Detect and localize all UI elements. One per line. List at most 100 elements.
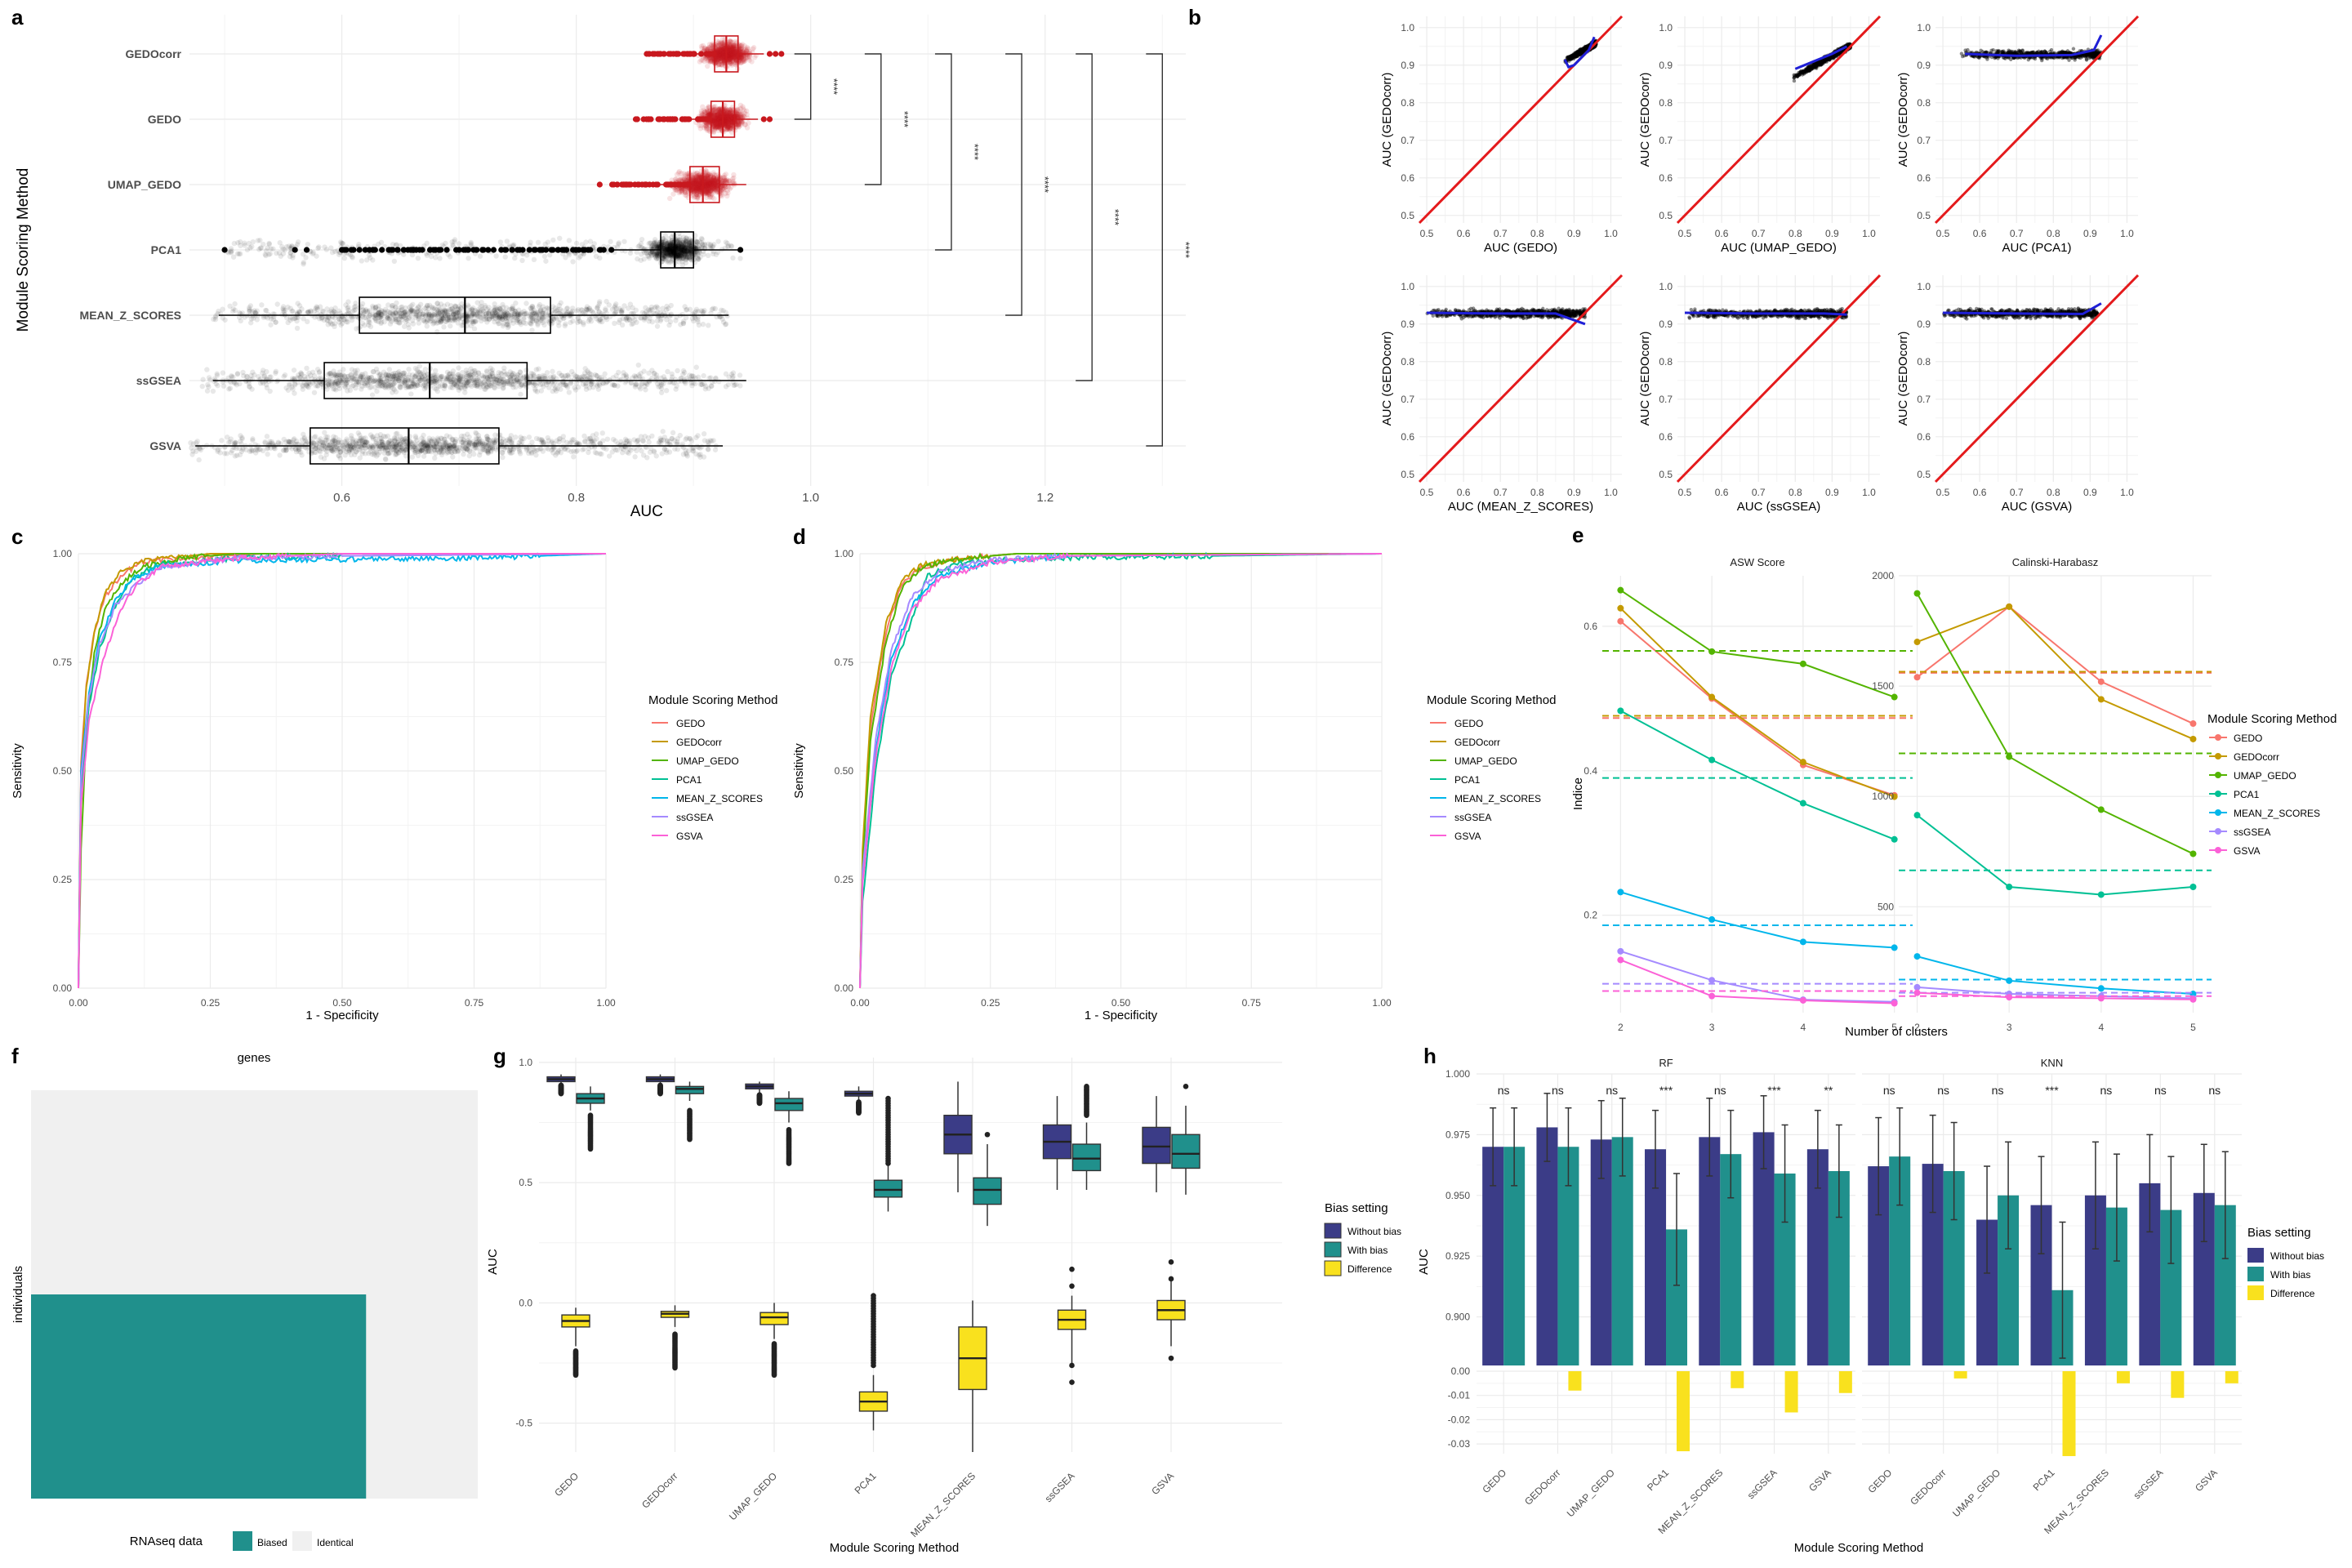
a-jitter-point [415, 256, 421, 261]
a-jitter-point [266, 240, 272, 247]
a-jitter-point [634, 319, 639, 325]
a-jitter-point [359, 301, 366, 307]
a-jitter-point [612, 320, 617, 327]
a-jitter-point [717, 51, 723, 57]
a-jitter-point [314, 253, 319, 259]
a-jitter-point [719, 56, 725, 62]
a-jitter-point [716, 47, 722, 52]
a-jitter-point [378, 239, 385, 246]
a-jitter-point [409, 252, 416, 258]
a-outlier [608, 247, 615, 253]
a-jitter-point [683, 173, 688, 179]
a-outlier [766, 116, 773, 122]
a-outlier [339, 247, 346, 253]
a-jitter-point [493, 253, 499, 259]
a-jitter-point [732, 55, 737, 60]
a-jitter-point [456, 241, 462, 247]
a-jitter-point [706, 181, 712, 188]
a-jitter-point [738, 113, 744, 119]
a-jitter-point [349, 317, 355, 323]
a-outlier [379, 247, 385, 253]
a-jitter-point [563, 321, 568, 327]
a-jitter-point [716, 50, 723, 56]
a-jitter-point [529, 327, 535, 333]
a-jitter-point [341, 255, 348, 261]
a-jitter-point [719, 61, 724, 68]
a-jitter-point [294, 325, 301, 332]
a-outlier [632, 116, 639, 122]
a-outlier [684, 181, 691, 188]
a-jitter-point [710, 129, 717, 136]
a-jitter-point [717, 58, 724, 64]
a-jitter-point [726, 58, 733, 65]
a-jitter-point [545, 239, 551, 245]
a-jitter-point [721, 56, 727, 62]
a-jitter-point [738, 46, 744, 51]
a-jitter-point [579, 242, 585, 247]
a-jitter-point [718, 47, 724, 52]
a-outlier [443, 247, 450, 253]
a-jitter-point [304, 318, 310, 325]
a-jitter-point [356, 242, 362, 247]
a-jitter-point [727, 56, 733, 61]
a-jitter-point [274, 250, 279, 256]
a-jitter-point [256, 247, 262, 252]
a-jitter-point [466, 256, 471, 261]
a-jitter-point [713, 123, 719, 130]
a-jitter-point [646, 255, 653, 261]
a-outlier [666, 51, 672, 57]
a-jitter-point [730, 47, 736, 53]
a-jitter-point [718, 47, 724, 52]
a-jitter-point [391, 258, 398, 265]
a-jitter-point [370, 305, 376, 311]
a-jitter-point [706, 56, 713, 61]
a-jitter-point [746, 120, 751, 126]
a-jitter-point [715, 238, 721, 244]
a-jitter-point [502, 254, 508, 260]
a-jitter-point [278, 253, 284, 259]
a-jitter-point [715, 62, 721, 68]
a-jitter-point [212, 316, 219, 323]
a-jitter-point [739, 59, 745, 65]
a-jitter-point [724, 114, 731, 120]
a-outlier [516, 247, 523, 253]
a-outlier [555, 247, 562, 253]
a-jitter-point [728, 51, 734, 56]
a-jitter-point [550, 237, 556, 243]
a-jitter-point [691, 183, 697, 189]
a-jitter-point [715, 49, 722, 55]
a-jitter-point [697, 59, 703, 65]
a-jitter-point [733, 46, 738, 52]
a-jitter-point [535, 239, 541, 246]
a-jitter-point [479, 318, 484, 324]
a-jitter-point [230, 254, 237, 260]
a-jitter-point [559, 308, 566, 314]
a-jitter-point [282, 311, 287, 318]
a-jitter-point [733, 111, 738, 117]
a-outlier [760, 116, 767, 122]
a-outlier [490, 247, 497, 253]
a-jitter-point [676, 168, 683, 175]
a-outlier [773, 51, 779, 57]
a-jitter-point [684, 306, 690, 313]
a-jitter-point [573, 240, 580, 247]
a-jitter-point [736, 124, 742, 130]
a-jitter-point [541, 322, 547, 328]
a-outlier [621, 181, 629, 188]
a-jitter-point [263, 252, 269, 259]
a-jitter-point [639, 236, 645, 243]
a-jitter-point [715, 41, 721, 47]
a-outlier [663, 181, 670, 188]
a-outlier [303, 247, 310, 253]
a-outlier [461, 247, 467, 253]
a-jitter-point [718, 39, 724, 45]
a-outlier [627, 181, 635, 188]
a-jitter-point [273, 319, 278, 325]
a-jitter-point [719, 53, 724, 59]
a-jitter-point [717, 55, 723, 61]
a-jitter-point [709, 191, 715, 197]
a-jitter-point [614, 244, 621, 250]
a-jitter-point [570, 259, 576, 265]
a-jitter-point [731, 52, 737, 58]
